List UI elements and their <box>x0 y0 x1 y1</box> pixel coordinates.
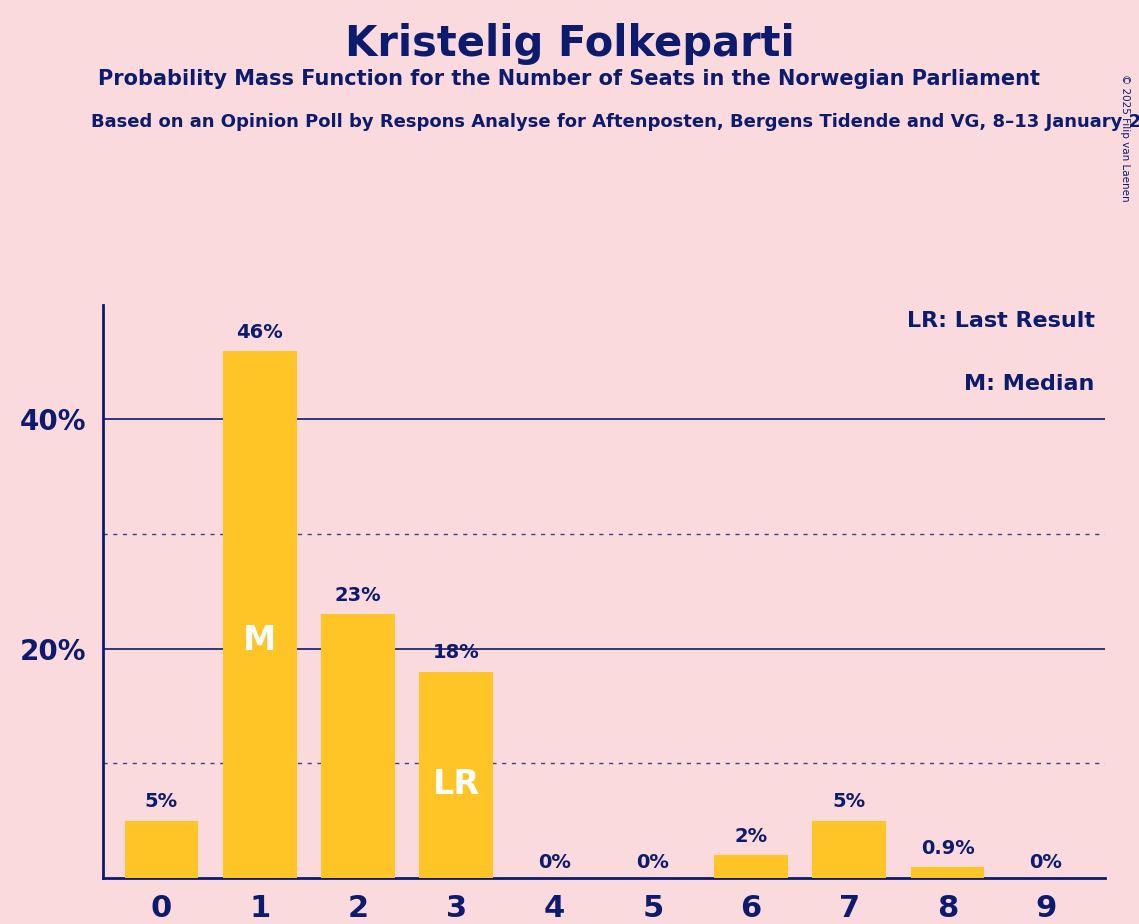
Bar <box>419 672 493 878</box>
Text: 46%: 46% <box>237 322 284 342</box>
Text: LR: Last Result: LR: Last Result <box>907 310 1095 331</box>
Text: 5%: 5% <box>833 793 866 811</box>
Text: Kristelig Folkeparti: Kristelig Folkeparti <box>345 23 794 65</box>
Text: 23%: 23% <box>335 586 382 605</box>
Bar <box>124 821 198 878</box>
Text: Based on an Opinion Poll by Respons Analyse for Aftenposten, Bergens Tidende and: Based on an Opinion Poll by Respons Anal… <box>91 113 1139 130</box>
Text: 0%: 0% <box>538 853 571 872</box>
Bar <box>223 351 296 878</box>
Bar <box>911 868 984 878</box>
Bar <box>812 821 886 878</box>
Text: 18%: 18% <box>433 643 480 663</box>
Text: M: Median: M: Median <box>965 373 1095 394</box>
Text: 5%: 5% <box>145 793 178 811</box>
Text: 2%: 2% <box>735 827 768 845</box>
Text: 0%: 0% <box>637 853 670 872</box>
Text: LR: LR <box>433 769 480 801</box>
Text: 0.9%: 0.9% <box>920 839 975 858</box>
Bar <box>321 614 395 878</box>
Text: Probability Mass Function for the Number of Seats in the Norwegian Parliament: Probability Mass Function for the Number… <box>98 69 1041 90</box>
Text: M: M <box>243 624 277 657</box>
Text: 0%: 0% <box>1030 853 1063 872</box>
Text: © 2025 Filip van Laenen: © 2025 Filip van Laenen <box>1121 74 1130 201</box>
Bar <box>714 855 788 878</box>
